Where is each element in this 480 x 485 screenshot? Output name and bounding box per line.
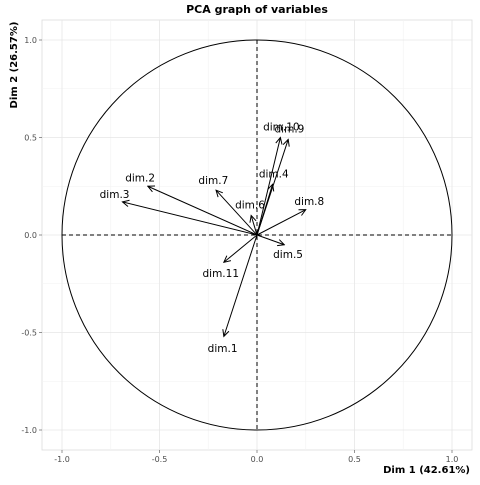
arrow-dim-2 — [148, 186, 258, 236]
label-dim-8: dim.8 — [294, 196, 324, 208]
x-axis-title: Dim 1 (42.61%) — [383, 465, 470, 476]
label-dim-3: dim.3 — [100, 189, 130, 201]
arrow-dim-8 — [256, 210, 306, 236]
arrow-dim-10 — [256, 138, 280, 236]
label-dim-9: dim.9 — [275, 124, 305, 136]
label-dim-4: dim.4 — [259, 168, 289, 180]
y-tick-label: -0.5 — [21, 329, 37, 338]
arrow-dim-5 — [256, 234, 284, 245]
label-dim-7: dim.7 — [198, 175, 228, 187]
arrow-dim-3 — [122, 202, 258, 236]
y-tick-label: 0.5 — [24, 134, 37, 143]
label-dim-1: dim.1 — [208, 343, 238, 355]
label-dim-5: dim.5 — [273, 249, 303, 261]
label-dim-10: dim.10 — [263, 122, 300, 134]
y-tick-label: 1.0 — [24, 36, 37, 45]
arrow-dim-11 — [224, 234, 258, 262]
y-axis-title: Dim 2 (26.57%) — [9, 22, 20, 109]
label-dim-6: dim.6 — [235, 200, 265, 212]
arrow-dim-1 — [224, 234, 258, 336]
x-tick-label: 1.0 — [446, 455, 459, 464]
arrow-dim-7 — [216, 190, 258, 236]
plot-panel: -1.0 -0.5 0.0 0.5 1.0 -1.0 -0.5 0.0 0.5 1.0 dim.1 d… — [21, 19, 473, 464]
arrow-dim-9 — [256, 139, 288, 236]
y-tick-label: -1.0 — [21, 426, 37, 435]
x-tick-label: -1.0 — [54, 455, 70, 464]
y-tick-label: 0.0 — [24, 231, 37, 240]
label-dim-2: dim.2 — [125, 173, 155, 185]
chart-title: PCA graph of variables — [186, 3, 328, 16]
label-dim-11: dim.11 — [203, 268, 240, 280]
x-tick-label: 0.5 — [348, 455, 361, 464]
arrow-dim-6 — [251, 216, 258, 236]
x-tick-label: 0.0 — [251, 455, 264, 464]
x-tick-label: -0.5 — [152, 455, 168, 464]
